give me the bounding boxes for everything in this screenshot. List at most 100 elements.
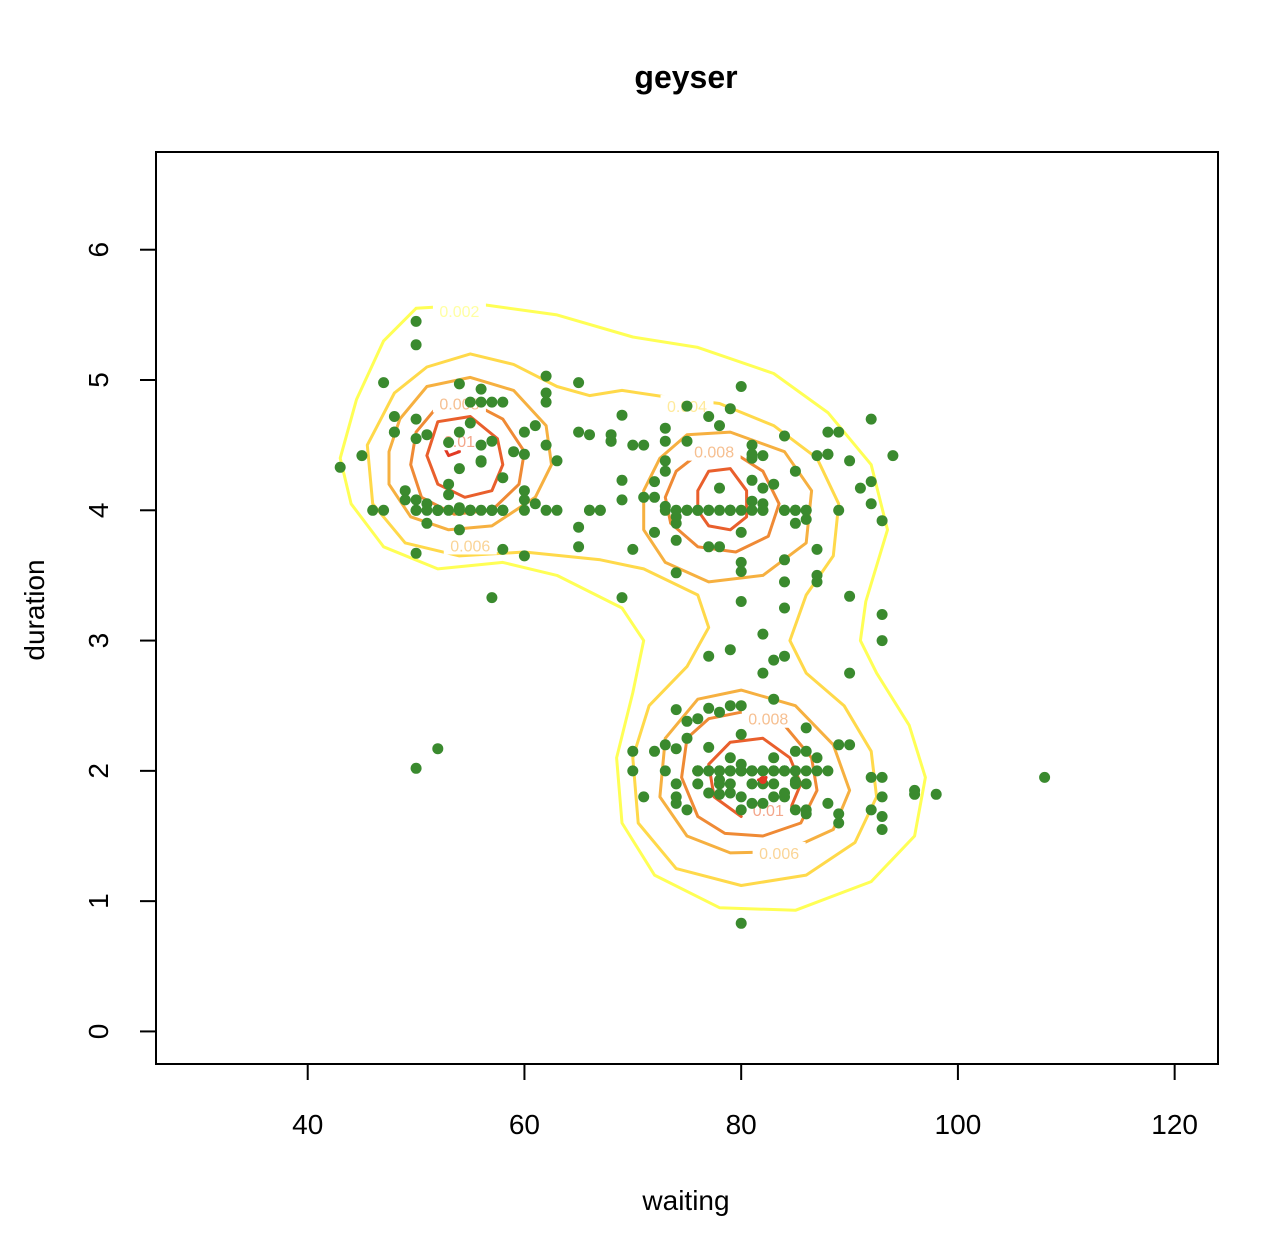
data-point [670,567,682,579]
data-point [670,534,682,546]
data-point [789,465,801,477]
data-point [681,504,693,516]
data-point [627,439,639,451]
data-point [692,504,704,516]
data-point [844,590,856,602]
data-point [724,765,736,777]
x-tick-label: 100 [935,1109,982,1140]
data-point [453,378,465,390]
data-point [800,765,812,777]
data-point [529,498,541,510]
data-point [529,420,541,432]
data-point [822,765,834,777]
data-point [746,504,758,516]
data-point [833,739,845,751]
data-point [768,765,780,777]
data-point [768,752,780,764]
data-point [453,426,465,438]
data-point [703,650,715,662]
data-point [681,715,693,727]
contour-labels: 0.0020.0040.0060.0080.010.0080.0080.010.… [432,299,806,863]
data-point [540,439,552,451]
data-point [768,791,780,803]
data-point [800,778,812,790]
data-point [616,592,628,604]
data-point [475,439,487,451]
data-point [735,917,747,929]
x-tick-label: 80 [726,1109,757,1140]
data-point [800,722,812,734]
data-point [876,635,888,647]
data-point [670,743,682,755]
data-point [584,504,595,516]
data-point [421,429,433,441]
data-point [681,435,693,447]
data-point [854,482,866,494]
data-point [464,504,476,516]
data-point [681,732,693,744]
data-point [779,602,790,614]
data-point [659,465,671,477]
data-point [844,455,856,467]
data-point [508,446,520,458]
data-point [1039,771,1051,783]
data-point [789,504,801,516]
data-point [714,765,725,777]
data-point [649,491,660,503]
data-point [443,437,455,448]
data-point [746,452,758,464]
data-point [865,771,877,783]
data-point [703,411,715,422]
data-point [876,811,888,822]
contour-label-bg [741,707,795,728]
data-point [497,472,509,484]
data-point [670,704,682,716]
data-point [789,745,801,757]
data-point [789,517,801,529]
data-point [486,435,498,447]
data-point [378,377,390,389]
data-point [757,504,769,516]
data-point [334,461,346,473]
data-point [735,566,747,577]
data-point [573,521,585,533]
data-point [649,476,660,488]
data-point [659,435,671,447]
data-point [388,411,400,422]
data-point [573,426,585,438]
data-point [421,504,433,516]
data-point [757,797,769,809]
data-point [518,426,530,438]
contour-label-bg [443,534,497,555]
data-point [518,550,530,562]
contour-line-0.01-8 [425,415,505,499]
data-point [714,541,725,553]
data-point [443,489,455,501]
contour-label-bg [432,299,486,320]
data-point [518,504,530,516]
data-point [735,758,747,770]
data-point [724,778,736,790]
data-point [746,495,758,507]
plot-frame [155,151,1219,1065]
data-point [659,765,671,777]
data-point [649,745,660,757]
data-point [735,596,747,607]
data-point [659,422,671,434]
data-point [453,504,465,516]
data-point [692,778,704,790]
data-point [464,417,476,429]
data-point [800,804,812,816]
data-point [811,543,823,555]
data-point [724,700,736,712]
data-point [865,413,877,425]
data-point [486,592,498,604]
data-point [724,787,736,799]
data-point [746,474,758,486]
data-point [822,797,834,809]
data-point [410,504,422,516]
chart-title: geyser [634,59,737,95]
y-tick-label: 6 [83,242,114,258]
data-point [833,504,845,516]
